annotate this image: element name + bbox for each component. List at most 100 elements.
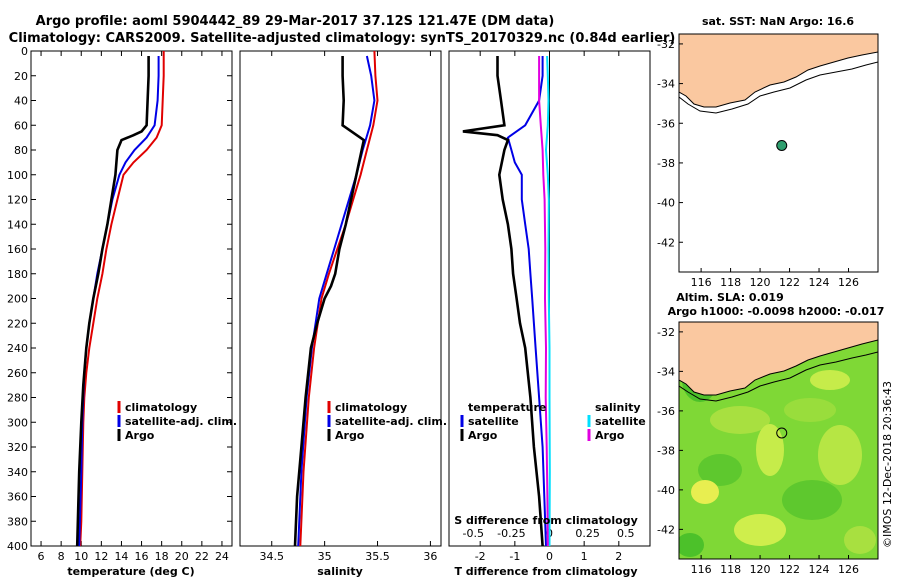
sla-map-xtick-label: 118: [720, 563, 741, 576]
legend-temperature-title: temperature: [468, 401, 546, 414]
sst-map-panel: sat. SST: NaN Argo: 16.6 116 118 120 122 124…: [657, 15, 879, 289]
sst-map-axes: 116 118 120 122 124 126 -32 -34 -36 -38 -40 -42: [657, 38, 859, 289]
temperature-xtick-label: 20: [175, 550, 189, 563]
difference-xtick-label: 0: [546, 550, 553, 563]
depth-tick-label: 0: [21, 45, 28, 58]
sla-map-ytick-label: -40: [657, 484, 675, 497]
salinity-diff-tick-label: -0.5: [463, 527, 484, 540]
difference-xtick-label: -2: [475, 550, 486, 563]
temperature-xtick-label: 16: [135, 550, 149, 563]
sla-map-xtick-label: 120: [750, 563, 771, 576]
sla-map-xtick-label: 116: [691, 563, 712, 576]
depth-tick-label: 160: [7, 243, 28, 256]
sla-float-marker: [776, 427, 788, 439]
temperature-panel: 0204060801001201401601802002202402602803…: [7, 45, 650, 578]
sst-depth-contour: [679, 61, 878, 114]
depth-tick-label: 320: [7, 441, 28, 454]
legend-climatology: climatology: [335, 401, 407, 414]
temperature-line-argo: [75, 56, 150, 546]
difference-xtick-label: 2: [615, 550, 622, 563]
sst-map-title: sat. SST: NaN Argo: 16.6: [702, 15, 854, 28]
difference-line-s-satellite: [544, 55, 551, 546]
difference-line-t-satellite: [506, 56, 547, 546]
sla-depth-contour: [679, 351, 878, 402]
depth-tick-label: 200: [7, 293, 28, 306]
figure-title-line2: Climatology: CARS2009. Satellite-adjuste…: [9, 31, 676, 46]
depth-tick-label: 220: [7, 317, 28, 330]
legend-salinity-title: salinity: [595, 401, 641, 414]
salinity-panel: 34.5 35 35.5 36 salinity climatology satell…: [239, 50, 447, 578]
sst-map-frame: [678, 33, 879, 273]
difference-top-xlabel: S difference from climatology: [454, 514, 638, 527]
temperature-diff-legend: temperature satellite Argo: [460, 401, 546, 442]
temperature-xtick-label: 22: [195, 550, 209, 563]
sst-map-xtick-label: 118: [720, 276, 741, 289]
sla-map-xtick-label: 122: [779, 563, 800, 576]
legend-s-argo: Argo: [595, 429, 625, 442]
sla-map-ytick-label: -36: [657, 405, 675, 418]
salinity-axis: 34.5 35 35.5 36: [259, 51, 437, 563]
sla-map-ytick-label: -42: [657, 523, 675, 536]
sst-map-xtick-label: 116: [691, 276, 712, 289]
temperature-frame: [30, 50, 233, 547]
legend-argo: Argo: [335, 429, 365, 442]
depth-tick-label: 60: [14, 119, 28, 132]
temperature-xtick-label: 6: [38, 550, 45, 563]
temperature-xtick-label: 12: [94, 550, 108, 563]
sla-map-axes: 116 118 120 122 124 126 -32 -34 -36 -38 -40 -42: [657, 326, 859, 576]
difference-xtick-label: -1: [509, 550, 520, 563]
depth-tick-label: 300: [7, 416, 28, 429]
depth-tick-label: 260: [7, 367, 28, 380]
sst-map-ytick-label: -34: [657, 78, 675, 91]
figure-title-line1: Argo profile: aoml 5904442_89 29-Mar-201…: [36, 14, 555, 29]
imos-watermark: ©IMOS 12-Dec-2018 20:36:43: [881, 381, 894, 548]
sla-map-subtitle: Argo h1000: -0.0098 h2000: -0.017: [668, 305, 885, 318]
temperature-legend: climatology satellite-adj. clim. Argo: [117, 401, 237, 442]
depth-tick-label: 240: [7, 342, 28, 355]
depth-tick-label: 360: [7, 491, 28, 504]
salinity-diff-tick-label: 0.25: [575, 527, 600, 540]
legend-s-satellite: satellite: [595, 415, 646, 428]
legend-t-satellite: satellite: [468, 415, 519, 428]
sst-map-ytick-label: -36: [657, 117, 675, 130]
difference-line-s-argo: [538, 56, 549, 546]
legend-t-argo: Argo: [468, 429, 498, 442]
temperature-xlabel: temperature (deg C): [67, 565, 194, 578]
depth-tick-label: 80: [14, 144, 28, 157]
difference-line-t-argo: [462, 56, 544, 546]
depth-tick-label: 280: [7, 392, 28, 405]
temperature-xtick-label: 10: [74, 550, 88, 563]
salinity-frame: [239, 50, 442, 547]
difference-xtick-label: 1: [581, 550, 588, 563]
salinity-xtick-label: 35: [318, 550, 332, 563]
temperature-axis: 6 8 10 12 14 16 18 20 22 24: [38, 51, 229, 563]
sla-map-ytick-label: -34: [657, 365, 675, 378]
depth-tick-label: 400: [7, 540, 28, 553]
sst-land: [679, 34, 878, 108]
legend-satellite-adj: satellite-adj. clim.: [335, 415, 447, 428]
salinity-xtick-label: 36: [423, 550, 437, 563]
temperature-xtick-label: 24: [215, 550, 229, 563]
salinity-xlabel: salinity: [317, 565, 363, 578]
legend-climatology: climatology: [125, 401, 197, 414]
sla-map-ytick-label: -32: [657, 326, 675, 339]
salinity-line-argo: [293, 56, 366, 546]
sst-map-xtick-label: 126: [838, 276, 859, 289]
depth-tick-label: 180: [7, 268, 28, 281]
salinity-diff-tick-label: 0.5: [617, 527, 635, 540]
sla-map-title: Altim. SLA: 0.019: [676, 291, 783, 304]
legend-argo: Argo: [125, 429, 155, 442]
temperature-xtick-label: 18: [155, 550, 169, 563]
sla-map-xtick-label: 126: [838, 563, 859, 576]
salinity-xtick-label: 34.5: [259, 550, 284, 563]
salinity-xtick-label: 35.5: [365, 550, 390, 563]
sla-land: [679, 322, 878, 396]
sst-float-marker: [776, 139, 788, 151]
temperature-xtick-label: 8: [58, 550, 65, 563]
depth-tick-label: 340: [7, 466, 28, 479]
depth-tick-label: 380: [7, 515, 28, 528]
sst-map-xtick-label: 122: [779, 276, 800, 289]
sla-map-xtick-label: 124: [809, 563, 830, 576]
depth-tick-label: 140: [7, 218, 28, 231]
